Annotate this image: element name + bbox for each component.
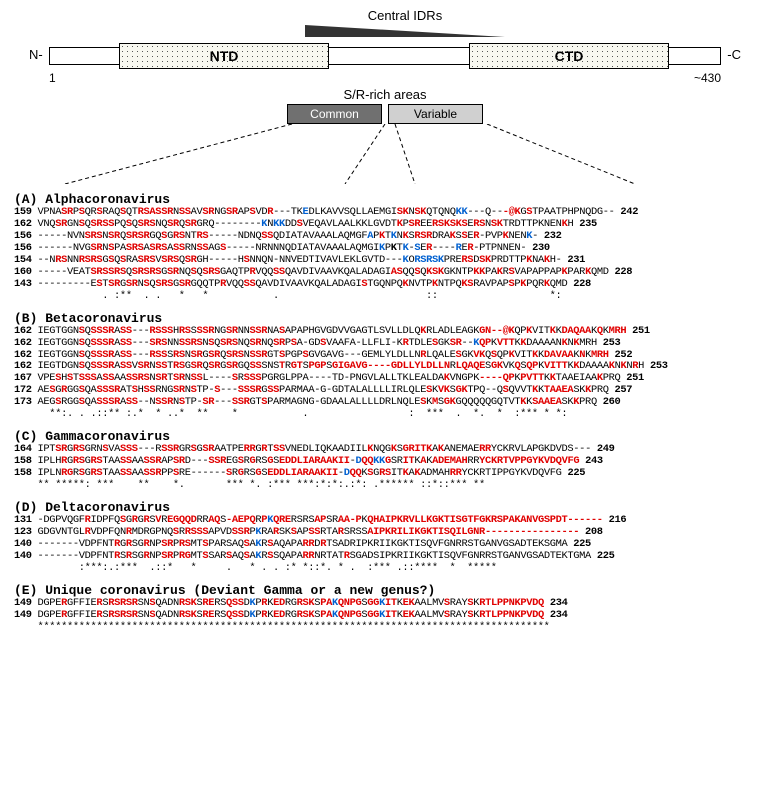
pos-right: ~430 <box>694 71 721 85</box>
ctd-box: CTD <box>469 43 669 69</box>
protein-diagram: Central IDRs N- NTD CTD -C 1 ~430 S/R-ri… <box>15 0 755 184</box>
variable-box: Variable <box>388 104 483 124</box>
sr-rich-label: S/R-rich areas <box>15 87 755 102</box>
conservation-row: :***:.:*** .::* * . * . . :* *::*. * . :… <box>14 563 756 575</box>
wedge-icon <box>305 25 505 37</box>
group-header: (A) Alphacoronavirus <box>14 192 756 207</box>
group-header: (E) Unique coronavirus (Deviant Gamma or… <box>14 583 756 598</box>
area-row: Common Variable <box>15 104 755 124</box>
common-box: Common <box>287 104 382 124</box>
conservation-row: . :** . . * * . :: *: <box>14 291 756 303</box>
alignment-section: (A) Alphacoronavirus159 VPNASRPSQRSRAQSQ… <box>0 192 770 634</box>
group-header: (C) Gammacoronavirus <box>14 429 756 444</box>
n-terminus-label: N- <box>29 47 43 62</box>
conservation-row: **:. . .::** :.* * ..* ** * . : *** . *.… <box>14 409 756 421</box>
conservation-row: ** *****: *** ** *. *** *. :*** ***:*:*:… <box>14 480 756 492</box>
group-header: (B) Betacoronavirus <box>14 311 756 326</box>
group-header: (D) Deltacoronavirus <box>14 500 756 515</box>
dash-svg <box>15 124 755 184</box>
ntd-box: NTD <box>119 43 329 69</box>
dash-lines <box>15 124 755 184</box>
c-terminus-label: -C <box>727 47 741 62</box>
central-idrs-label: Central IDRs <box>35 8 770 23</box>
pos-left: 1 <box>49 71 56 85</box>
domain-row: N- NTD CTD -C 1 ~430 <box>29 39 741 83</box>
sequence-row: 143 ---------ESTSRGSRNSQSRSGSRGQQTPRVQQS… <box>14 279 756 291</box>
sequence-row: 149 DGPERGFFIERSRSRSRSNSQADNRSKSRERSQSSD… <box>14 610 756 622</box>
wedge-row <box>35 25 770 37</box>
conservation-row: ****************************************… <box>14 622 756 634</box>
